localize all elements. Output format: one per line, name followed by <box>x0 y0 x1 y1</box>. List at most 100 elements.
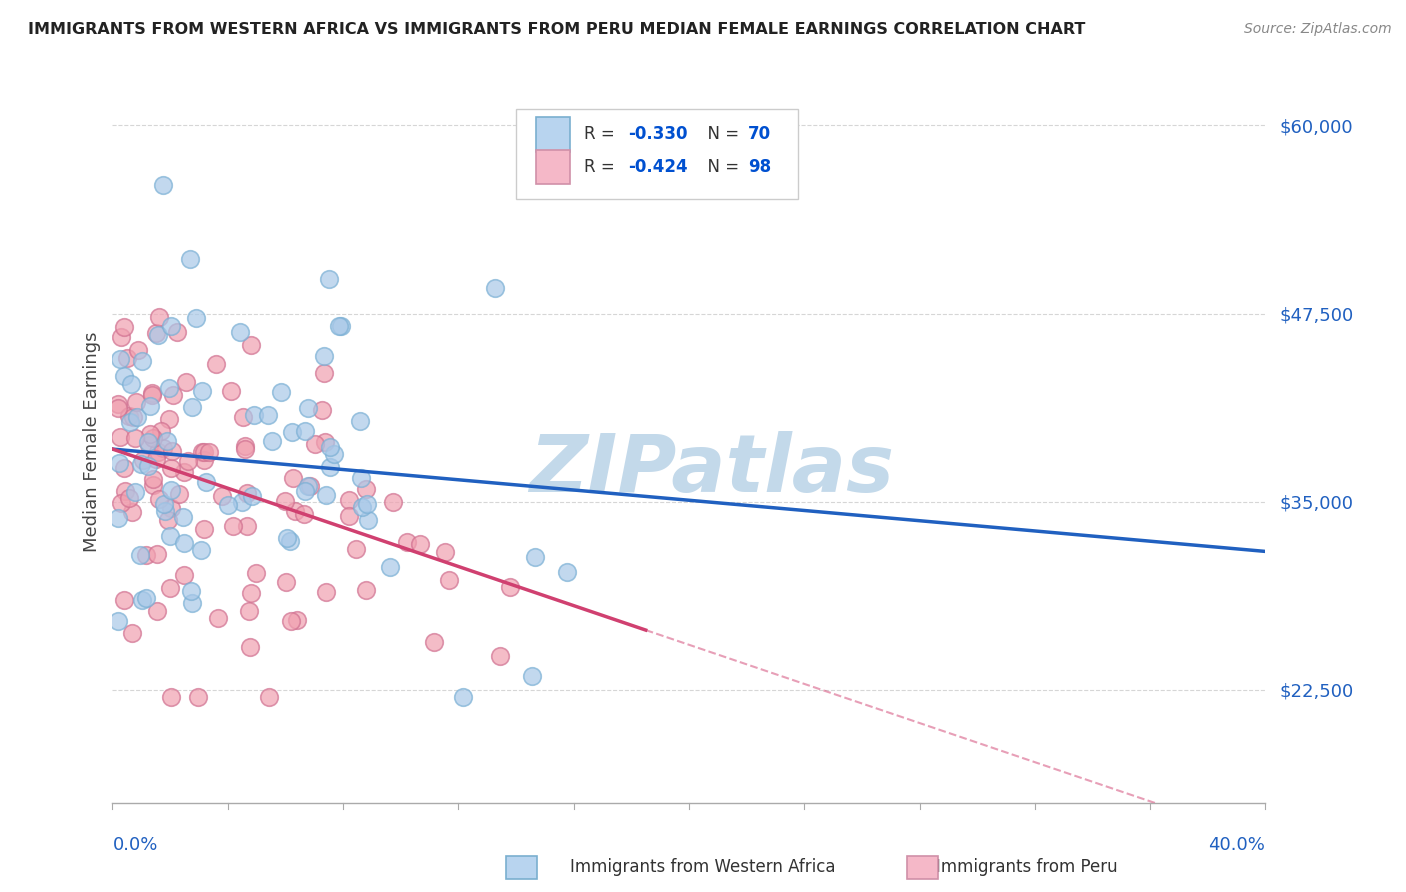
Point <box>141 386 163 401</box>
Point <box>145 326 167 340</box>
Point <box>330 319 353 334</box>
Point <box>270 385 292 400</box>
Point <box>337 508 360 523</box>
Point <box>121 626 143 640</box>
Point <box>124 431 146 445</box>
Point <box>142 431 165 445</box>
Text: 70: 70 <box>748 126 770 144</box>
Point <box>107 397 129 411</box>
Point <box>280 425 302 440</box>
Point <box>337 492 360 507</box>
Point <box>146 547 169 561</box>
Point <box>172 509 194 524</box>
Point <box>152 441 174 455</box>
Point <box>160 501 183 516</box>
Point <box>180 584 202 599</box>
Point <box>148 310 170 324</box>
Point <box>350 471 373 485</box>
Point <box>520 669 543 683</box>
Point <box>157 381 180 395</box>
Point <box>318 272 340 286</box>
Point <box>354 582 377 597</box>
Point <box>117 409 139 423</box>
Point <box>181 401 204 415</box>
Point <box>319 440 342 454</box>
Point <box>142 472 165 486</box>
Point <box>127 409 149 424</box>
Text: Source: ZipAtlas.com: Source: ZipAtlas.com <box>1244 22 1392 37</box>
Point <box>211 489 233 503</box>
Point <box>219 384 242 398</box>
Point <box>239 586 262 600</box>
Point <box>112 593 135 607</box>
Point <box>315 585 337 599</box>
Point <box>239 640 262 654</box>
Point <box>285 613 308 627</box>
Text: 0.0%: 0.0% <box>112 836 157 854</box>
Point <box>294 424 316 438</box>
Point <box>292 507 315 521</box>
Point <box>107 511 129 525</box>
Point <box>242 408 264 422</box>
Point <box>146 327 169 342</box>
Point <box>149 424 172 438</box>
Point <box>159 483 181 498</box>
Point <box>120 377 142 392</box>
Text: -0.424: -0.424 <box>628 158 688 176</box>
Point <box>118 415 141 429</box>
Point <box>382 495 405 509</box>
Point <box>114 483 136 498</box>
Point <box>152 178 174 193</box>
Text: IMMIGRANTS FROM WESTERN AFRICA VS IMMIGRANTS FROM PERU MEDIAN FEMALE EARNINGS CO: IMMIGRANTS FROM WESTERN AFRICA VS IMMIGR… <box>28 22 1085 37</box>
Point <box>142 478 165 492</box>
Point <box>114 369 136 384</box>
Point <box>193 522 215 536</box>
FancyBboxPatch shape <box>516 109 799 200</box>
FancyBboxPatch shape <box>536 117 571 152</box>
Point <box>193 452 215 467</box>
Point <box>245 566 267 581</box>
Point <box>484 281 506 295</box>
Point <box>281 471 304 485</box>
Point <box>112 319 135 334</box>
Point <box>156 513 179 527</box>
Point <box>110 329 132 343</box>
Point <box>174 376 197 390</box>
Point <box>437 573 460 587</box>
Point <box>284 504 307 518</box>
Point <box>107 401 129 415</box>
Point <box>451 690 474 705</box>
Point <box>349 414 371 428</box>
Point <box>184 310 207 325</box>
Point <box>179 252 201 267</box>
Point <box>145 451 167 466</box>
Point <box>238 604 260 618</box>
Point <box>217 498 239 512</box>
Point <box>117 491 139 505</box>
Point <box>131 593 153 607</box>
Point <box>240 489 263 503</box>
Point <box>166 325 188 339</box>
Point <box>135 591 157 605</box>
Point <box>108 352 131 367</box>
Point <box>276 575 298 590</box>
Point <box>153 504 176 518</box>
Y-axis label: Median Female Earnings: Median Female Earnings <box>83 331 101 552</box>
Point <box>191 384 214 398</box>
Point <box>173 567 195 582</box>
Point <box>434 545 457 559</box>
Text: R =: R = <box>583 158 620 176</box>
Point <box>222 519 245 533</box>
Point <box>380 560 402 574</box>
Point <box>177 454 200 468</box>
Text: 40.0%: 40.0% <box>1209 836 1265 854</box>
Point <box>312 366 335 380</box>
Point <box>159 581 181 595</box>
Point <box>110 496 132 510</box>
Point <box>231 495 253 509</box>
Point <box>135 548 157 562</box>
Point <box>523 549 546 564</box>
Point <box>409 537 432 551</box>
Point <box>236 519 259 533</box>
Text: R =: R = <box>583 126 620 144</box>
